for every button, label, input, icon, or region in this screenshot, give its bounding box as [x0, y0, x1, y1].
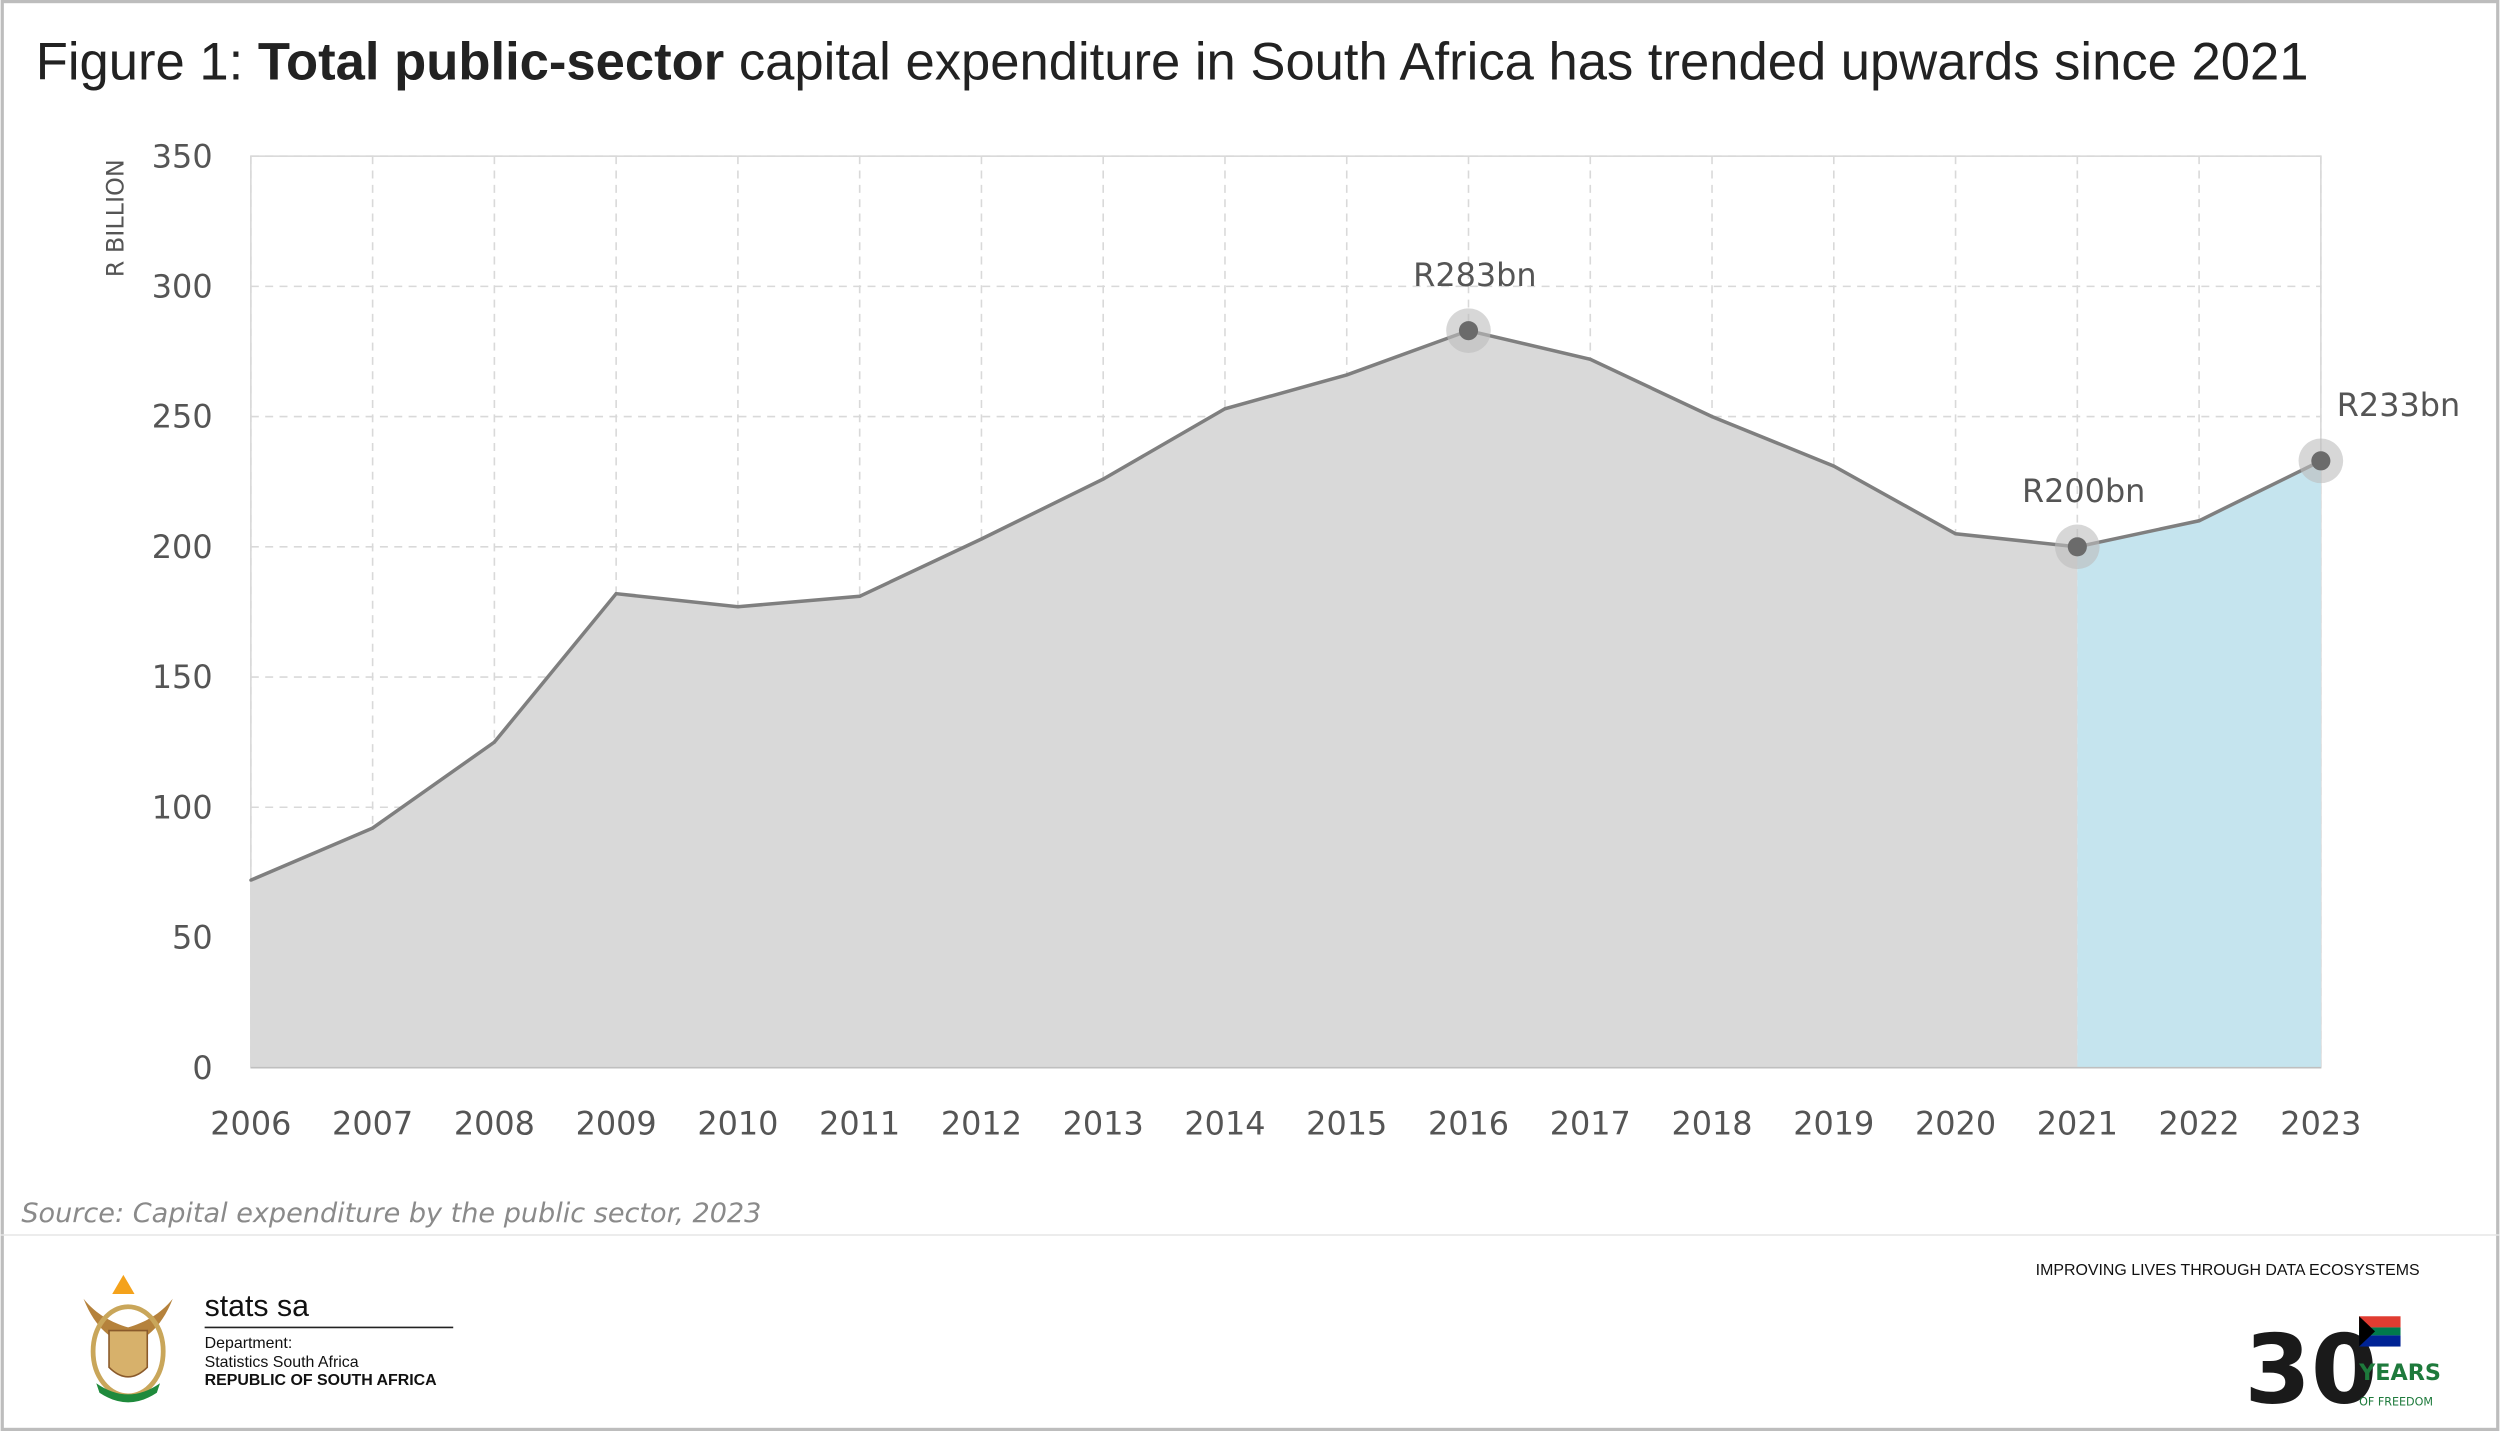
data-point: [1345, 373, 1349, 377]
dept-label: Department:: [205, 1335, 293, 1352]
highlight-marker: [2067, 537, 2087, 557]
x-tick-label: 2018: [1671, 1105, 1752, 1143]
chart: 0 50 100 150 200 250 300 350 2006 2007 2008 2009 201…: [101, 137, 2460, 1142]
y-tick-label: 0: [192, 1049, 212, 1087]
highlight-area-fill: [2077, 460, 2321, 1068]
y-tick-label: 250: [152, 398, 213, 436]
x-tick-label: 2022: [2159, 1105, 2240, 1143]
data-point: [1101, 477, 1105, 481]
y-tick-label: 350: [152, 137, 213, 175]
y-tick-label: 200: [152, 528, 213, 566]
series-line: [250, 328, 2322, 882]
y-tick-label: 150: [152, 658, 213, 696]
x-tick-label: 2017: [1550, 1105, 1631, 1143]
sa-flag-icon: [2359, 1316, 2401, 1347]
area-fill: [250, 330, 2078, 1068]
data-label: R283bn: [1413, 256, 1536, 294]
title-bold: Total public-sector: [258, 33, 724, 92]
tagline: IMPROVING LIVES THROUGH DATA ECOSYSTEMS: [2036, 1262, 2420, 1279]
data-point: [1953, 532, 1958, 536]
x-tick-label: 2008: [454, 1105, 535, 1143]
y-tick-label: 50: [172, 919, 213, 957]
highlight-marker: [1458, 321, 1479, 341]
title-prefix: Figure 1:: [36, 33, 258, 92]
x-tick-label: 2023: [2280, 1105, 2361, 1143]
data-point: [1223, 407, 1227, 411]
title-rest: capital expenditure in South Africa has …: [724, 33, 2308, 92]
y-axis-label: R BILLION: [101, 159, 129, 277]
data-point: [371, 826, 375, 830]
data-point: [1710, 415, 1714, 419]
x-tick-label: 2019: [1793, 1105, 1874, 1143]
data-point: [614, 592, 618, 596]
data-point: [1832, 464, 1836, 468]
country-name: REPUBLIC OF SOUTH AFRICA: [205, 1372, 438, 1389]
x-tick-label: 2011: [819, 1105, 900, 1143]
years-label: YEARS: [2358, 1360, 2441, 1386]
x-tick-label: 2021: [2037, 1105, 2118, 1143]
x-tick-label: 2014: [1184, 1105, 1265, 1143]
x-tick-label: 2020: [1915, 1105, 1996, 1143]
highlight-marker: [2311, 451, 2331, 471]
data-label: R233bn: [2337, 386, 2460, 424]
data-point: [979, 537, 984, 541]
x-tick-label: 2012: [941, 1105, 1022, 1143]
data-point: [736, 605, 740, 609]
y-tick-label: 100: [152, 788, 213, 826]
x-tick-label: 2015: [1306, 1105, 1387, 1143]
thirty-number: 30: [2244, 1313, 2377, 1425]
data-point: [2197, 519, 2201, 523]
data-label: R200bn: [2022, 472, 2145, 510]
data-point: [858, 594, 862, 598]
x-tick-label: 2013: [1063, 1105, 1144, 1143]
figure-title: Figure 1: Total public-sector capital ex…: [36, 33, 2309, 92]
source-note: Source: Capital expenditure by the publi…: [21, 1198, 761, 1229]
x-tick-label: 2009: [576, 1105, 657, 1143]
coat-of-arms-icon: [83, 1274, 173, 1403]
x-tick-label: 2016: [1428, 1105, 1509, 1143]
x-tick-label: 2010: [697, 1105, 778, 1143]
data-point: [1588, 357, 1592, 361]
x-tick-label: 2007: [332, 1105, 413, 1143]
x-tick-label: 2006: [210, 1105, 291, 1143]
data-point: [249, 878, 253, 882]
stats-sa-logo: stats sa Department: Statistics South Af…: [83, 1274, 454, 1403]
dept-name: Statistics South Africa: [205, 1354, 359, 1371]
of-freedom-label: OF FREEDOM: [2359, 1396, 2433, 1409]
data-point: [492, 740, 496, 744]
y-tick-label: 300: [152, 268, 213, 306]
thirty-years-logo: 30 YEARS OF FREEDOM: [2244, 1313, 2441, 1425]
brand-name: stats sa: [205, 1290, 309, 1323]
